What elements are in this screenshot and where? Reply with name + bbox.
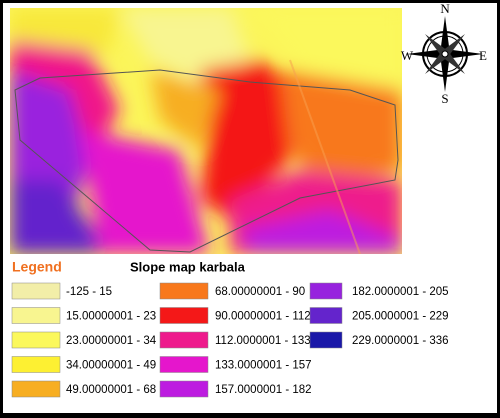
legend-label: 205.0000001 - 229 (352, 311, 449, 323)
frame: N S E W Legend Slope map karbala -125 - 15 15.… (3, 1, 497, 413)
compass-east: E (479, 48, 487, 63)
compass-west: W (401, 48, 414, 63)
legend-swatch (159, 380, 209, 398)
legend-label: 34.00000001 - 49 (66, 360, 156, 372)
legend-swatch (11, 307, 61, 324)
legend-swatch (159, 282, 209, 300)
legend-label: 229.0000001 - 336 (352, 335, 449, 347)
legend-label: 157.0000001 - 182 (215, 384, 312, 396)
legend-swatch (309, 331, 343, 349)
legend-label: 182.0000001 - 205 (352, 286, 449, 298)
slope-raster (10, 8, 402, 254)
legend-swatch (159, 307, 209, 324)
legend-swatch (159, 331, 209, 349)
legend-label: 68.00000001 - 90 (215, 286, 305, 298)
legend-label: 23.00000001 - 34 (66, 335, 157, 347)
legend-swatch (11, 282, 61, 300)
legend-swatch (309, 307, 343, 324)
legend-label: 90.00000001 - 112 (215, 311, 311, 323)
compass-north: N (440, 3, 450, 16)
legend-label: -125 - 15 (66, 286, 112, 298)
legend-title: Legend (12, 259, 62, 275)
legend-label: 133.0000001 - 157 (215, 360, 312, 372)
legend-swatch (309, 282, 343, 300)
legend-swatch (11, 356, 61, 373)
map-title: Slope map karbala (130, 259, 246, 274)
legend-label: 15.00000001 - 23 (66, 311, 156, 323)
map-layout: N S E W Legend Slope map karbala -125 - 15 15.… (10, 1, 487, 398)
legend-swatch (159, 356, 209, 373)
legend-swatch (11, 380, 61, 398)
compass: N S E W (401, 1, 487, 106)
compass-south: S (441, 91, 448, 106)
legend-swatch (11, 331, 61, 349)
legend-label: 112.0000001 - 133 (215, 335, 311, 347)
legend-label: 49.00000001 - 68 (66, 384, 156, 396)
